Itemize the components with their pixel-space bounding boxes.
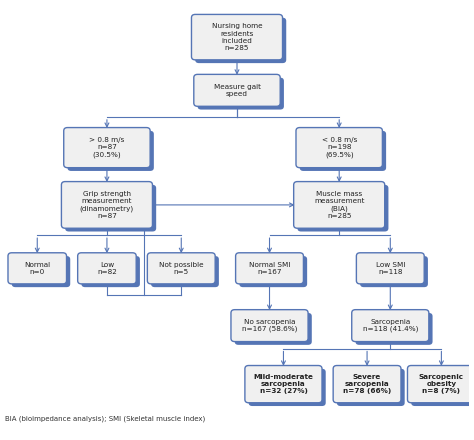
FancyBboxPatch shape [8,253,66,284]
FancyBboxPatch shape [82,256,140,287]
FancyBboxPatch shape [147,253,215,284]
FancyBboxPatch shape [67,131,154,171]
FancyBboxPatch shape [191,15,283,60]
Text: Not possible
n=5: Not possible n=5 [159,262,203,275]
Text: No sarcopenia
n=167 (58.6%): No sarcopenia n=167 (58.6%) [242,319,297,333]
Text: Mild-moderate
sarcopenia
n=32 (27%): Mild-moderate sarcopenia n=32 (27%) [254,374,313,394]
FancyBboxPatch shape [245,366,322,403]
FancyBboxPatch shape [12,256,70,287]
FancyBboxPatch shape [231,310,308,341]
Text: Severe
sarcopenia
n=78 (66%): Severe sarcopenia n=78 (66%) [343,374,391,394]
FancyBboxPatch shape [248,369,326,406]
Text: Low
n=82: Low n=82 [97,262,117,275]
Text: BIA (bioimpedance analysis); SMI (Skeletal muscle index): BIA (bioimpedance analysis); SMI (Skelet… [5,415,205,422]
Text: Muscle mass
measurement
(BIA)
n=285: Muscle mass measurement (BIA) n=285 [314,191,365,219]
FancyBboxPatch shape [294,182,385,228]
Text: Sarcopenic
obesity
n=8 (7%): Sarcopenic obesity n=8 (7%) [419,374,464,394]
Text: Grip strength
measurement
(dinamometry)
n=87: Grip strength measurement (dinamometry) … [80,191,134,219]
FancyBboxPatch shape [297,185,388,231]
Text: Sarcopenia
n=118 (41.4%): Sarcopenia n=118 (41.4%) [363,319,418,333]
Text: < 0.8 m/s
n=198
(69.5%): < 0.8 m/s n=198 (69.5%) [321,137,357,158]
FancyBboxPatch shape [235,313,312,345]
FancyBboxPatch shape [78,253,136,284]
FancyBboxPatch shape [151,256,219,287]
Text: Low SMI
n=118: Low SMI n=118 [375,262,405,275]
FancyBboxPatch shape [300,131,386,171]
FancyBboxPatch shape [356,253,424,284]
FancyBboxPatch shape [239,256,307,287]
FancyBboxPatch shape [408,366,474,403]
FancyBboxPatch shape [236,253,303,284]
FancyBboxPatch shape [296,128,383,168]
Text: Measure gait
speed: Measure gait speed [213,84,261,97]
Text: Normal
n=0: Normal n=0 [24,262,50,275]
FancyBboxPatch shape [65,185,156,231]
FancyBboxPatch shape [194,74,280,106]
FancyBboxPatch shape [352,310,429,341]
FancyBboxPatch shape [411,369,474,406]
FancyBboxPatch shape [198,77,284,110]
FancyBboxPatch shape [64,128,150,168]
FancyBboxPatch shape [356,313,433,345]
FancyBboxPatch shape [333,366,401,403]
FancyBboxPatch shape [360,256,428,287]
FancyBboxPatch shape [337,369,405,406]
Text: Normal SMI
n=167: Normal SMI n=167 [249,262,290,275]
FancyBboxPatch shape [62,182,153,228]
FancyBboxPatch shape [195,18,286,63]
Text: > 0.8 m/s
n=87
(30.5%): > 0.8 m/s n=87 (30.5%) [89,137,125,158]
Text: Nursing home
residents
included
n=285: Nursing home residents included n=285 [212,23,262,51]
